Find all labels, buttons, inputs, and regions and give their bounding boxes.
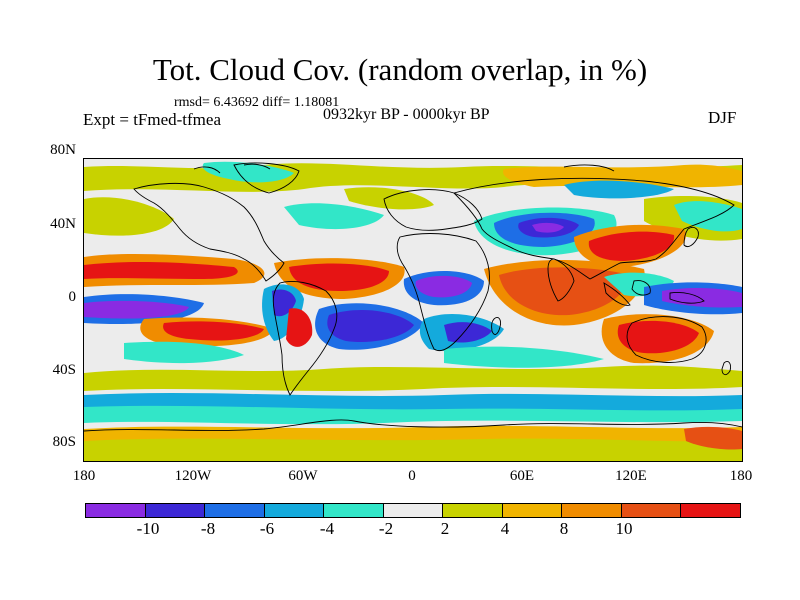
field-aus-red	[617, 320, 699, 354]
colorbar-swatch	[562, 504, 622, 517]
field-china-red	[588, 231, 675, 261]
lat-label-80n: 80N	[50, 142, 76, 158]
colorbar-label: -2	[378, 519, 394, 538]
field-arctic-orange	[503, 164, 742, 188]
coast-japan	[683, 226, 699, 248]
field-africa-purple	[415, 275, 472, 298]
field-so-teal1	[124, 341, 244, 364]
coast-south-america	[272, 280, 338, 396]
lon-label-60w: 60W	[288, 468, 318, 484]
coast-new-guinea	[669, 292, 705, 304]
coastlines	[84, 162, 742, 432]
map-panel	[83, 158, 743, 462]
colorbar-swatch	[205, 504, 265, 517]
coast-madagascar	[491, 316, 501, 335]
lat-label-40n: 40N	[50, 216, 76, 232]
lon-label-120e: 120E	[615, 468, 647, 484]
field-andes-red	[286, 308, 313, 347]
lon-label-120w: 120W	[174, 468, 212, 484]
field-natl-yellow	[344, 187, 434, 210]
season-label: DJF	[708, 108, 737, 127]
plot-title: Tot. Cloud Cov. (random overlap, in %)	[152, 52, 648, 87]
colorbar-label: 8	[559, 519, 569, 538]
anomaly-fields	[84, 161, 742, 461]
field-so-teal3	[84, 405, 742, 425]
lon-label-180e: 180	[729, 468, 753, 484]
coast-sumatra	[603, 282, 631, 306]
colorbar-swatch	[324, 504, 384, 517]
colorbar-swatch	[145, 504, 206, 517]
colorbar-label: -8	[200, 519, 216, 538]
field-natl-teal	[284, 203, 384, 230]
colorbar-label: 10	[615, 519, 633, 538]
field-ant-yellow	[84, 438, 742, 461]
colorbar	[85, 503, 741, 518]
colorbar-label: -4	[319, 519, 335, 538]
coast-europe	[383, 189, 483, 231]
field-epac-purple	[84, 300, 189, 319]
colorbar-label: 2	[440, 519, 450, 538]
coast-new-zealand	[721, 360, 731, 376]
map-canvas	[84, 161, 742, 461]
colorbar-label: 4	[500, 519, 510, 538]
field-japan-teal	[674, 201, 742, 232]
colorbar-swatch	[621, 504, 682, 517]
colorbar-swatch	[264, 504, 325, 517]
colorbar-swatch	[383, 504, 444, 517]
colorbar-swatch	[443, 504, 503, 517]
coast-borneo	[631, 280, 651, 296]
stats-text: rmsd= 6.43692 diff= 1.18081	[174, 95, 340, 110]
field-ant-red	[684, 426, 742, 450]
coast-asia	[453, 177, 735, 280]
field-satl-purple	[327, 310, 414, 343]
lat-label-0: 0	[68, 289, 77, 305]
period-label: 0932kyr BP - 0000kyr BP	[323, 106, 490, 123]
lon-label-180w: 180	[72, 468, 96, 484]
field-npac-yellow	[84, 197, 174, 236]
field-tatl-red	[289, 263, 389, 291]
field-safr-blue	[444, 322, 492, 343]
field-asia-purple2	[532, 222, 564, 233]
lat-label-40s: 40S	[52, 362, 76, 378]
colorbar-label: -6	[259, 519, 275, 538]
coast-north-america	[133, 182, 285, 282]
colorbar-swatch	[502, 504, 563, 517]
field-so-yellow	[84, 365, 742, 391]
coast-india	[547, 258, 575, 302]
coast-australia	[626, 316, 707, 363]
colorbar-swatch	[86, 504, 146, 517]
field-indian-red	[499, 267, 629, 316]
lon-label-60e: 60E	[509, 468, 535, 484]
lat-label-80s: 80S	[52, 434, 76, 450]
coast-arctic-islands	[193, 163, 615, 174]
field-so-teal2	[444, 346, 604, 368]
coast-greenland	[233, 162, 300, 194]
experiment-label: Expt = tFmed-tfmea	[83, 110, 222, 129]
colorbar-swatch	[681, 504, 741, 517]
coast-africa	[396, 233, 490, 352]
field-tnp-red	[84, 261, 238, 279]
field-greenland-teal	[202, 161, 294, 183]
coast-antarctica	[84, 419, 742, 432]
colorbar-label: -10	[136, 519, 160, 538]
field-siberia-cyan	[564, 180, 674, 199]
lon-label-0: 0	[408, 468, 416, 484]
field-spac-red	[163, 321, 264, 341]
